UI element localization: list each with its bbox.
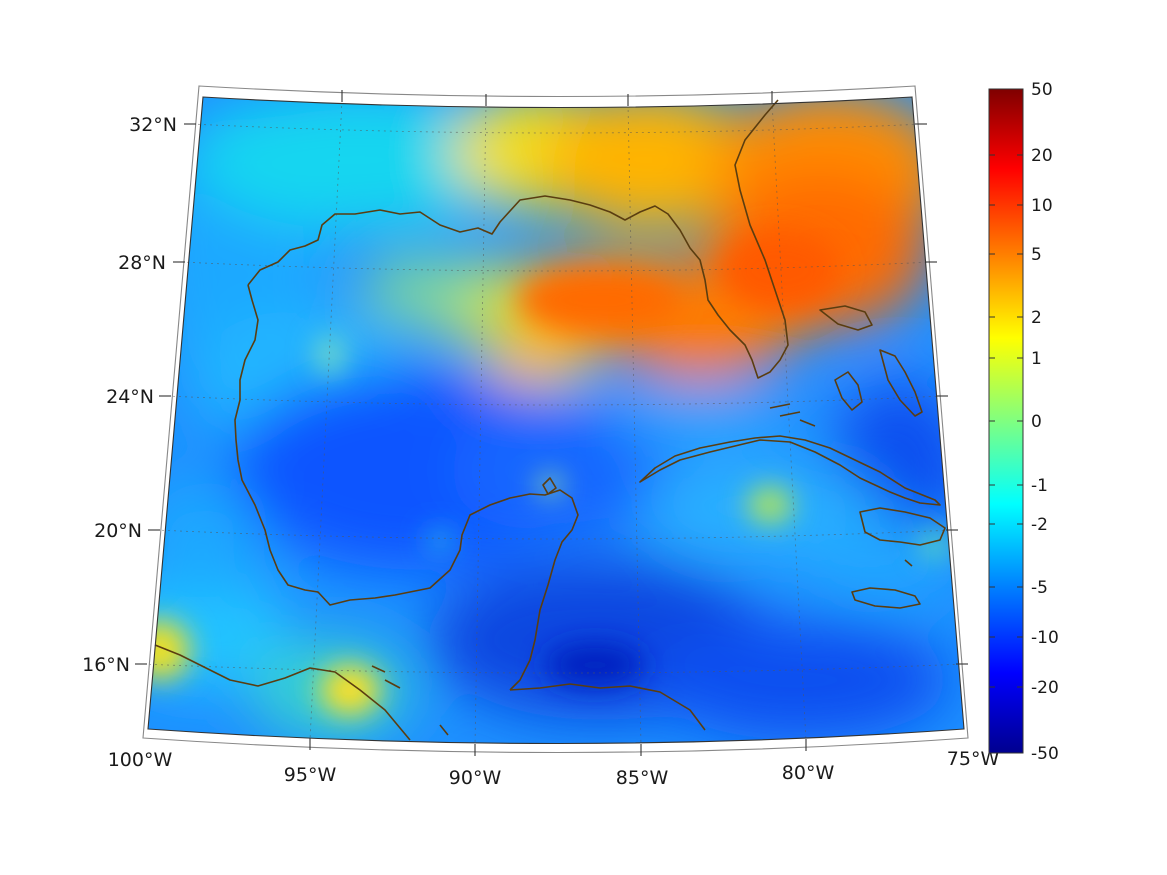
jamaica [851, 587, 921, 609]
lon-label: 75°W [947, 748, 1000, 770]
lat-label: 16°N [82, 654, 130, 676]
colorbar-tick-label: -5 [1031, 578, 1048, 598]
colorbar-tick-label: -10 [1031, 628, 1059, 648]
lon-label: 80°W [782, 762, 835, 784]
map-frame [142, 85, 969, 754]
latitude-labels: 32°N 28°N 24°N 20°N 16°N [82, 114, 177, 676]
colorbar-ticks [989, 88, 1023, 754]
lon-label: 85°W [616, 767, 669, 789]
bahamas-2 [879, 349, 923, 417]
map-field [148, 97, 964, 744]
frame-ticks [135, 90, 968, 756]
colorbar-tick-label: -20 [1031, 678, 1059, 698]
lat-label: 24°N [106, 386, 154, 408]
lon-label: 100°W [108, 749, 173, 771]
bahamas-3 [819, 305, 873, 331]
colorbar-tick-label: -2 [1031, 515, 1048, 535]
colorbar-tick-label: 20 [1031, 146, 1053, 166]
hispaniola [859, 507, 946, 546]
graticule [142, 99, 964, 747]
colorbar-tick-label: -1 [1031, 476, 1048, 496]
yucatan-island [542, 477, 557, 495]
lon-label: 95°W [284, 764, 337, 786]
lat-label: 28°N [118, 252, 166, 274]
lat-label: 20°N [94, 520, 142, 542]
gulf-coast-north [247, 99, 789, 379]
longitude-labels: 100°W 95°W 90°W 85°W 80°W 75°W [108, 748, 1000, 789]
colorbar-tick-label: -50 [1031, 744, 1059, 764]
colorbar-tick-label: 1 [1031, 349, 1042, 369]
colorbar-tick-label: 2 [1031, 308, 1042, 328]
cuba [639, 435, 941, 506]
gulf-coast-west [234, 284, 579, 691]
lat-label: 32°N [129, 114, 177, 136]
honduras-islands [371, 665, 449, 736]
coastlines [154, 99, 946, 741]
colorbar-tick-label: 0 [1031, 412, 1042, 432]
central-america-coast [509, 683, 706, 731]
bahamas-1 [834, 371, 863, 411]
cays [769, 403, 913, 567]
colorbar-tick-label: 5 [1031, 245, 1042, 265]
colorbar-tick-label: 50 [1031, 80, 1053, 100]
lon-label: 90°W [449, 767, 502, 789]
pacific-coast [154, 644, 411, 741]
colorbar-tick-label: 10 [1031, 196, 1053, 216]
